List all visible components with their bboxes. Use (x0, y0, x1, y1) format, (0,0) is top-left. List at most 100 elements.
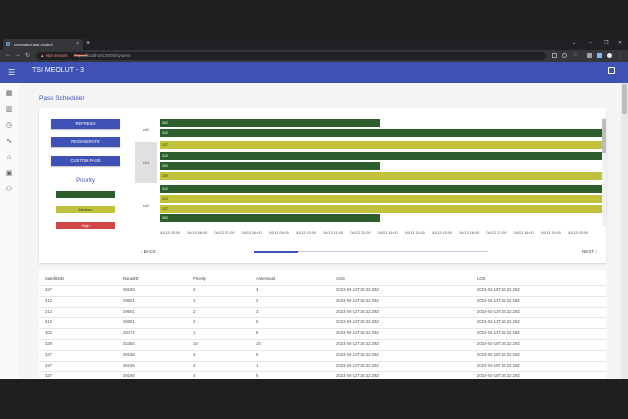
column-header[interactable]: NoradID (123, 276, 139, 281)
satellite-icon[interactable]: ⌂ (6, 154, 12, 161)
tab-search-icon[interactable]: ⌄ (572, 40, 577, 46)
pass-bar[interactable]: 312 (160, 152, 602, 160)
alarm-icon[interactable]: ◷ (5, 122, 13, 129)
group-label: ch1 (142, 160, 150, 165)
custom-pass-button[interactable]: CUSTOM PASS (51, 156, 120, 166)
timeline-range-selection[interactable] (254, 251, 298, 253)
logout-icon[interactable] (608, 67, 615, 74)
pass-bar[interactable]: 312 (160, 185, 602, 193)
pass-bar[interactable]: 327 (160, 205, 602, 213)
table-cell: 2023-04-12T16:32:29Z (336, 341, 379, 346)
tab-close-icon[interactable]: × (76, 41, 79, 47)
table-cell: 2023-04-12T16:32:29Z (336, 297, 379, 303)
dashboard-icon[interactable]: ▦ (5, 90, 13, 97)
time-tick-label: 04/13 13:00 (377, 231, 398, 235)
close-window-icon[interactable]: ✕ (618, 40, 623, 46)
time-tick-label: 04/13 16:00 (459, 231, 480, 235)
table-cell: 1 (256, 362, 259, 368)
chart-scrollbar-thumb[interactable] (602, 119, 606, 153)
pass-bar[interactable]: 302 (160, 162, 380, 170)
column-header[interactable]: SatelliteID (45, 276, 65, 281)
screen-top-margin (0, 0, 628, 38)
profile-avatar-icon[interactable] (607, 53, 612, 58)
back-button[interactable]: ‹ BACK (141, 249, 157, 254)
back-nav-icon[interactable]: ← (5, 52, 11, 58)
app-header (0, 62, 628, 83)
table-cell: 39166 (123, 362, 135, 368)
browser-menu-icon[interactable]: ⋮ (617, 52, 622, 58)
table-row-divider (39, 285, 606, 286)
priority-legend-title: Priority (76, 178, 95, 184)
legend-medium: Medium (56, 206, 115, 213)
table-cell: 2023-04-13T16:32:29Z (477, 330, 520, 336)
new-tab-button[interactable]: + (86, 40, 91, 47)
table-cell: 4 (193, 351, 196, 357)
table-cell: 312 (45, 297, 52, 303)
page-scrollbar[interactable] (621, 83, 628, 379)
table-cell: 1 (193, 330, 196, 336)
page-scrollbar-thumb[interactable] (622, 84, 627, 114)
hamburger-menu-icon[interactable]: ☰ (8, 68, 16, 77)
time-tick-label: 04/13 20:00 (568, 231, 589, 235)
time-tick-label: 04/13 08:00 (241, 231, 262, 235)
regenerate-button[interactable]: REGENERATE (51, 137, 120, 147)
pass-bar[interactable]: 312 (160, 129, 602, 137)
bar-chart-icon[interactable]: ▥ (5, 106, 13, 113)
group-label: ch0 (142, 127, 150, 132)
pass-bar[interactable]: 302 (160, 214, 380, 222)
extensions-puzzle-icon[interactable] (597, 53, 602, 58)
share-icon[interactable] (562, 53, 567, 58)
time-tick-label: 04/13 15:00 (432, 231, 453, 235)
bookmark-star-icon[interactable]: ☆ (573, 52, 578, 58)
table-cell: 6 (256, 330, 259, 336)
address-bar[interactable] (36, 52, 546, 60)
pass-bar[interactable]: 327 (160, 141, 602, 149)
pass-bar[interactable]: 329 (160, 172, 602, 180)
table-cell: 2023-04-13T16:32:29Z (477, 319, 520, 325)
table-cell: 29601 (123, 308, 135, 314)
timeline-icon[interactable]: ∿ (6, 138, 12, 145)
table-row-divider (39, 371, 606, 373)
table-row-divider (39, 317, 606, 319)
next-button[interactable]: NEXT › (582, 249, 597, 254)
table-cell: 28474 (123, 330, 135, 336)
reload-icon[interactable]: ↻ (25, 53, 31, 59)
pass-bar[interactable]: 302 (160, 119, 380, 127)
not-secure-indicator[interactable]: ▲ Not secure (40, 53, 68, 58)
browser-tab[interactable]: command and control × (3, 39, 83, 50)
chart-scrollbar[interactable] (602, 117, 606, 226)
column-header[interactable]: Priority (193, 276, 207, 281)
time-tick-label: 04/13 09:00 (268, 231, 289, 235)
time-tick-label: 04/13 18:00 (513, 231, 534, 235)
table-cell: 2023-04-12T16:32:29Z (336, 362, 379, 368)
table-cell: 302 (45, 330, 52, 336)
column-header[interactable]: AntennaId (256, 276, 276, 281)
table-cell: 2023-04-12T16:32:29Z (336, 319, 379, 325)
table-cell: 2 (193, 319, 196, 325)
table-cell: 2023-04-13T16:32:29Z (477, 308, 520, 314)
pass-bar[interactable]: 329 (160, 195, 602, 203)
timeline-range-track[interactable] (254, 251, 488, 252)
table-cell: 4 (193, 373, 196, 379)
table-cell: 2023-04-12T16:32:29Z (336, 287, 379, 292)
table-cell: 327 (45, 287, 52, 292)
minimize-icon[interactable]: – (589, 40, 592, 46)
people-icon[interactable]: ⚇ (5, 186, 13, 193)
column-header[interactable]: AOS (336, 276, 345, 281)
table-cell: 2023-04-16T16:32:29Z (477, 362, 520, 368)
restore-icon[interactable]: ❐ (604, 40, 609, 46)
install-app-icon[interactable] (552, 53, 557, 58)
map-icon[interactable]: ▣ (5, 170, 13, 177)
forward-nav-icon[interactable]: → (15, 52, 21, 58)
table-cell: 312 (45, 308, 52, 314)
time-tick-label: 04/13 14:00 (404, 231, 425, 235)
table-cell: 2023-04-12T16:32:29Z (336, 373, 379, 379)
refresh-button[interactable]: REFRESH (51, 119, 120, 129)
table-cell: 10 (193, 341, 198, 346)
table-cell: 2023-04-16T16:32:29Z (477, 351, 520, 357)
table-cell: 327 (45, 351, 52, 357)
table-cell: 2023-04-12T16:32:29Z (336, 308, 379, 314)
table-cell: 4 (193, 287, 196, 292)
column-header[interactable]: LOS (477, 276, 486, 281)
extension-icon[interactable] (587, 53, 592, 58)
